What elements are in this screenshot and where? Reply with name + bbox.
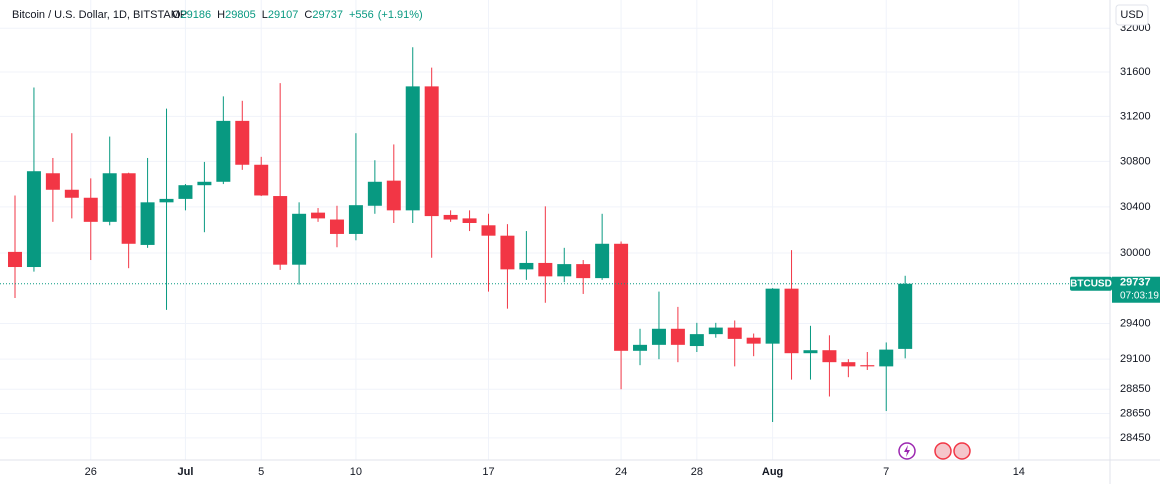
candle-body: [803, 350, 818, 354]
countdown: 07:03:19: [1120, 290, 1159, 301]
x-tick-label: 24: [615, 466, 627, 478]
candle-body: [292, 213, 307, 265]
candle-body: [45, 173, 60, 190]
y-tick-label: 30000: [1120, 247, 1151, 259]
ohlc-part: (+1.91%): [378, 9, 423, 21]
ohlc-legend: O29186 H29805 L29107 C29737 +556 (+1.91%): [172, 9, 423, 21]
candle-body: [367, 181, 382, 206]
candle-body: [727, 327, 742, 339]
chart-title: Bitcoin / U.S. Dollar, 1D, BITSTAMP: [12, 9, 187, 21]
x-tick-label: 28: [691, 466, 703, 478]
candle-body: [633, 344, 648, 351]
ohlc-part: 29186: [181, 9, 212, 21]
candle-body: [462, 218, 477, 223]
candle-body: [500, 235, 515, 270]
candle-body: [708, 327, 723, 335]
candle-body: [651, 328, 666, 345]
candle-body: [348, 205, 363, 234]
candle-body: [121, 173, 136, 244]
x-tick-label: 5: [258, 466, 264, 478]
ohlc-part: O: [172, 9, 181, 21]
currency-label[interactable]: USD: [1120, 9, 1143, 21]
candle-body: [746, 337, 761, 344]
y-tick-label: 29100: [1120, 353, 1151, 365]
candle-body: [860, 365, 875, 367]
symbol-tag: [1070, 276, 1112, 291]
candle-body: [254, 164, 269, 196]
event-icons: [898, 442, 971, 460]
y-tick-label: 28650: [1120, 407, 1151, 419]
candle-body: [273, 196, 288, 265]
candle-body: [26, 171, 41, 268]
y-tick-label: 30800: [1120, 155, 1151, 167]
y-tick-label: 30400: [1120, 201, 1151, 213]
candle-body: [443, 214, 458, 220]
symbol-name: BTCUSD: [1070, 278, 1112, 289]
candle-body: [424, 86, 439, 217]
x-tick-label: 26: [85, 466, 97, 478]
x-tick-label: Jul: [178, 466, 194, 478]
candle-body: [879, 349, 894, 367]
candle-body: [386, 180, 401, 211]
ohlc-part: 29737: [312, 9, 343, 21]
candle-body: [216, 120, 231, 182]
x-tick-label: 14: [1013, 466, 1025, 478]
candles: [0, 47, 1110, 423]
candle-body: [841, 362, 856, 367]
candle-body: [197, 181, 212, 186]
economic-event-icon[interactable]: [934, 442, 952, 460]
y-tick-label: 31200: [1120, 110, 1151, 122]
candle-body: [765, 288, 780, 344]
ohlc-part: C: [304, 9, 312, 21]
candle-body: [159, 198, 174, 203]
lightning: [904, 445, 910, 457]
ohlc-part: H: [217, 9, 225, 21]
y-tick-label: 28450: [1120, 432, 1151, 444]
candle-body: [8, 251, 22, 268]
candle-body: [614, 243, 629, 351]
candle-body: [481, 225, 496, 236]
y-tick-label: 29400: [1120, 317, 1151, 329]
candle-body: [689, 334, 704, 347]
x-tick-label: 7: [883, 466, 889, 478]
candle-body: [83, 197, 98, 222]
economic-event-icon[interactable]: [953, 442, 971, 460]
last-price: 29737: [1120, 277, 1151, 289]
candle-body: [102, 173, 117, 222]
ohlc-part: L: [262, 9, 268, 21]
candle-body: [329, 219, 344, 234]
y-tick-label: 28850: [1120, 383, 1151, 395]
x-tick-label: Aug: [762, 466, 783, 478]
currency-button[interactable]: [1115, 4, 1149, 26]
candle-body: [557, 264, 572, 277]
ohlc-part: 29805: [225, 9, 256, 21]
candle-body: [898, 283, 913, 349]
candle-body: [822, 350, 837, 363]
candle-body: [519, 262, 534, 270]
candle-body: [178, 185, 193, 199]
ohlc-part: 29107: [268, 9, 299, 21]
x-tick-label: 10: [350, 466, 362, 478]
candle-body: [235, 120, 250, 165]
price-tag: [1112, 276, 1160, 303]
candle-body: [140, 202, 155, 245]
ohlc-part: +556: [349, 9, 374, 21]
candle-body: [784, 288, 799, 354]
candle-body: [576, 264, 591, 279]
candle-body: [538, 262, 553, 277]
y-tick-label: 31600: [1120, 66, 1151, 78]
candle-body: [670, 328, 685, 345]
grid: [0, 0, 1110, 460]
candle-body: [311, 212, 326, 219]
x-tick-label: 17: [482, 466, 494, 478]
axes: 28450 28650 28850 29100 29400 30000 30400 30800…: [85, 22, 1151, 478]
candle-body: [405, 86, 420, 211]
candle-body: [595, 243, 610, 279]
candle-body: [64, 189, 79, 198]
